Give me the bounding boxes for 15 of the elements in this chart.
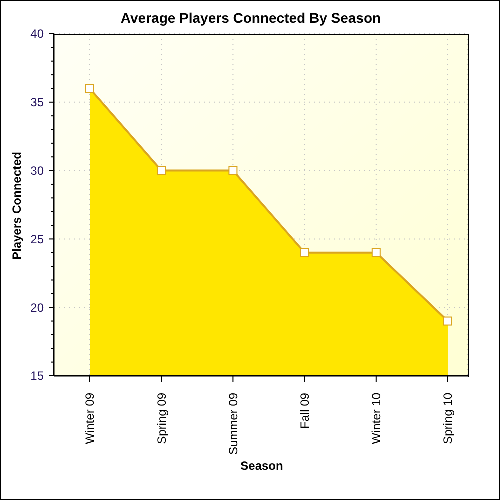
x-tick-label: Fall 09	[298, 392, 312, 430]
x-tick-label: Winter 10	[370, 392, 384, 444]
y-tick-label: 40	[30, 27, 44, 42]
x-tick-label: Spring 10	[441, 392, 456, 444]
y-tick-label: 15	[30, 369, 44, 384]
y-axis-title: Players Connected	[10, 152, 24, 260]
chart-title: Average Players Connected By Season	[120, 10, 382, 26]
y-tick-label: 35	[30, 96, 44, 110]
y-tick-label: 25	[30, 232, 44, 246]
x-axis-title: Season	[240, 459, 284, 473]
x-tick-label: Winter 09	[83, 392, 98, 444]
y-tick-label: 30	[30, 164, 44, 178]
x-tick-label: Spring 09	[154, 392, 169, 444]
x-tick-label: Summer 09	[226, 392, 240, 456]
y-tick-label: 20	[30, 300, 44, 315]
